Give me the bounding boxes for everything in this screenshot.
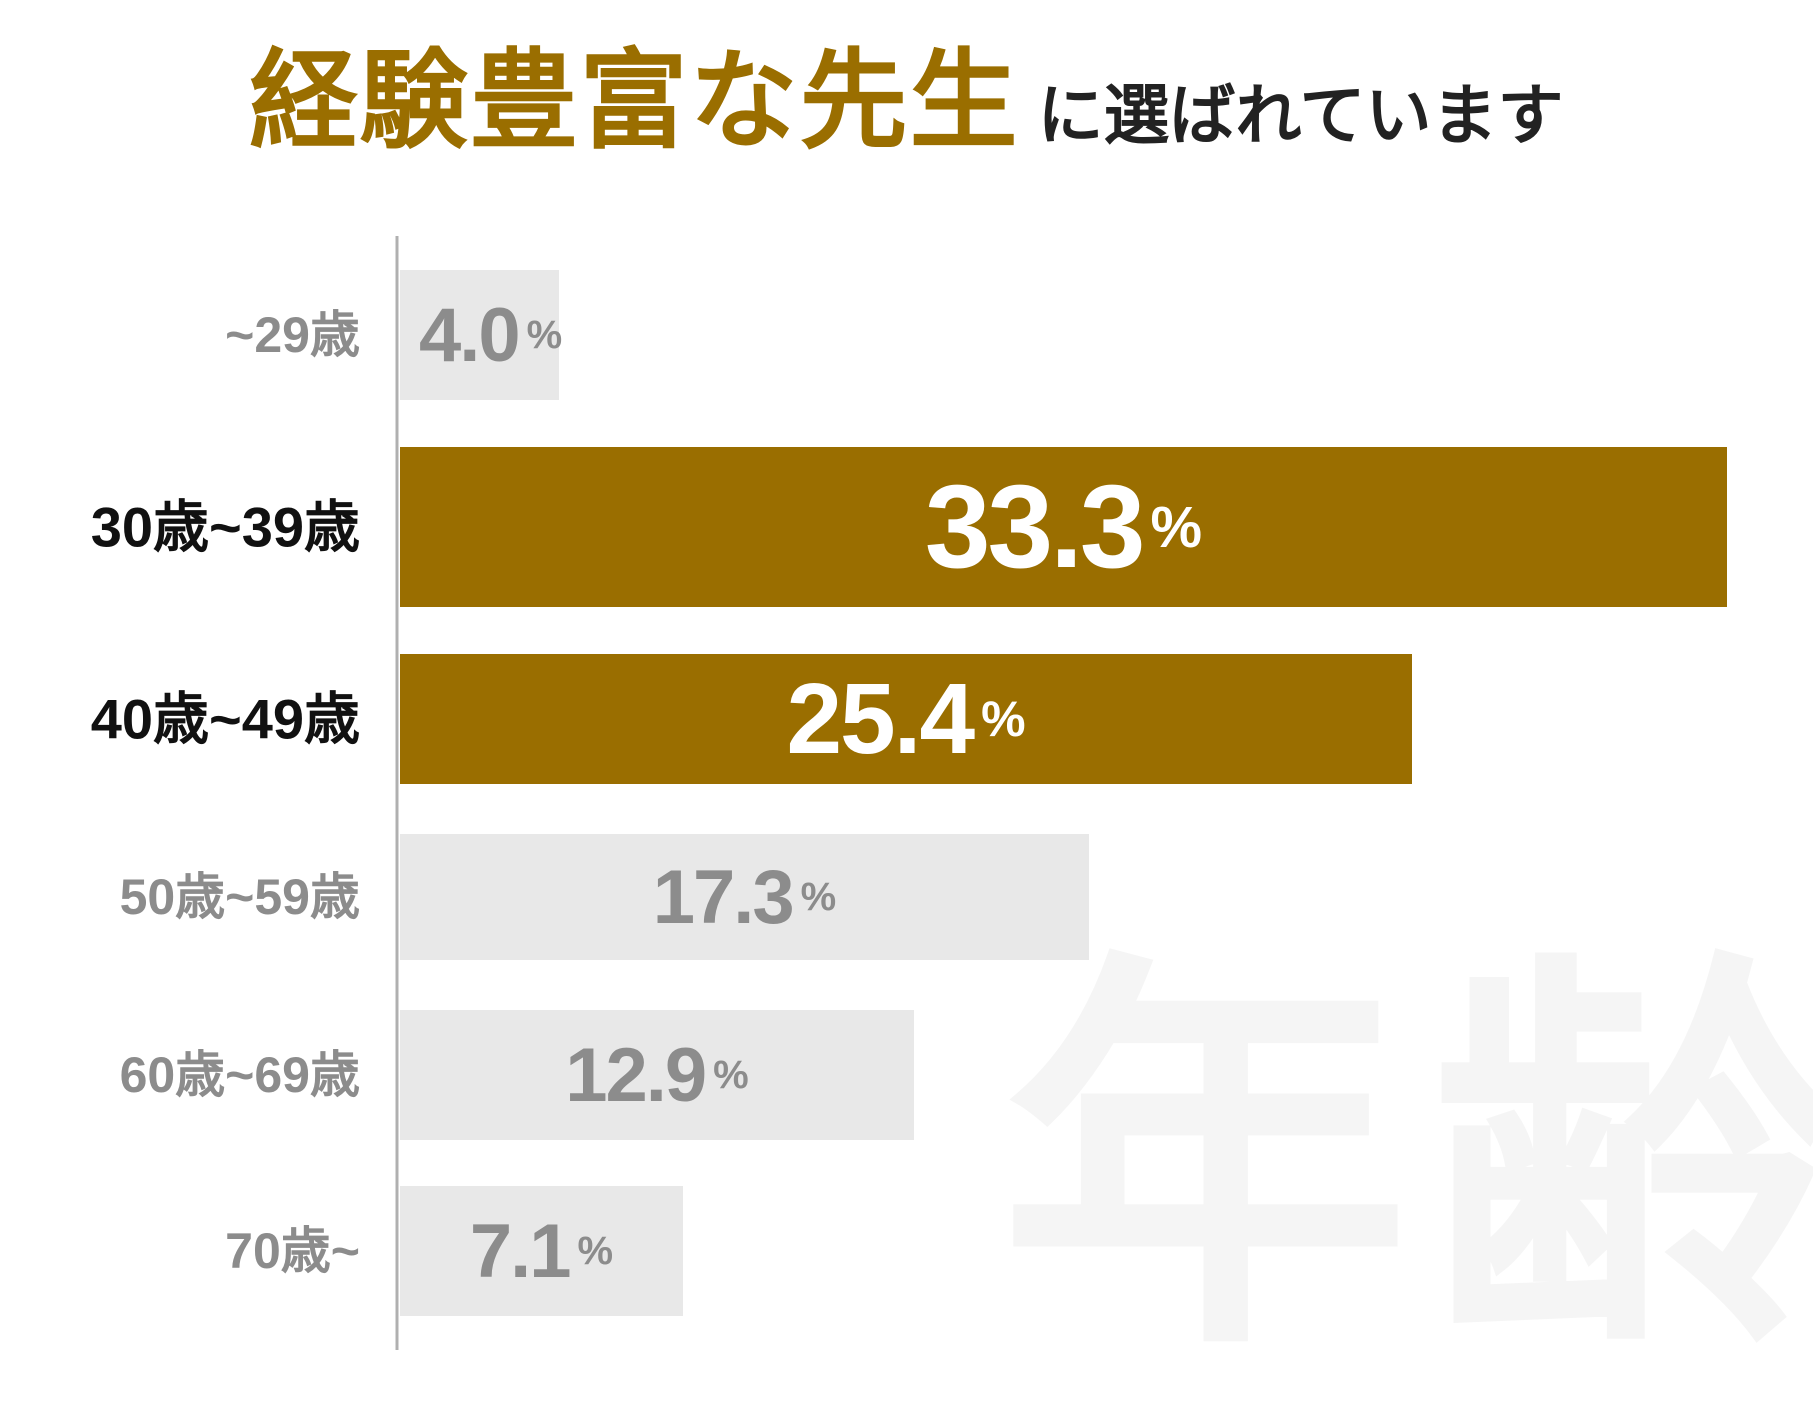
value-label-5: 12.9%	[565, 1033, 749, 1118]
chart-title-sub: に選ばれています	[1037, 77, 1564, 154]
chart-title-main: 経験豊富な先生	[249, 39, 1020, 164]
bar-5	[400, 1010, 914, 1140]
category-label-5: 60歳~69歳	[120, 1047, 360, 1103]
category-label-4: 50歳~59歳	[120, 869, 360, 925]
bar-4	[400, 834, 1089, 960]
value-label-4: 17.3%	[653, 855, 837, 940]
value-label-6: 7.1%	[470, 1209, 613, 1294]
bar-2	[400, 447, 1727, 607]
chart-title: 経験豊富な先生 に選ばれています	[0, 48, 1813, 156]
category-label-3: 40歳~49歳	[91, 688, 360, 751]
bar-3	[400, 654, 1412, 784]
value-label-3: 25.4%	[786, 663, 1025, 775]
bar-1	[400, 270, 559, 400]
value-label-1: 4.0%	[419, 293, 562, 378]
category-label-1: ~29歳	[225, 307, 360, 363]
category-label-2: 30歳~39歳	[91, 496, 360, 559]
value-label-2: 33.3%	[925, 461, 1202, 593]
bar-6	[400, 1186, 683, 1316]
watermark-text: 年齢	[1000, 921, 1813, 1399]
category-label-6: 70歳~	[225, 1223, 360, 1279]
